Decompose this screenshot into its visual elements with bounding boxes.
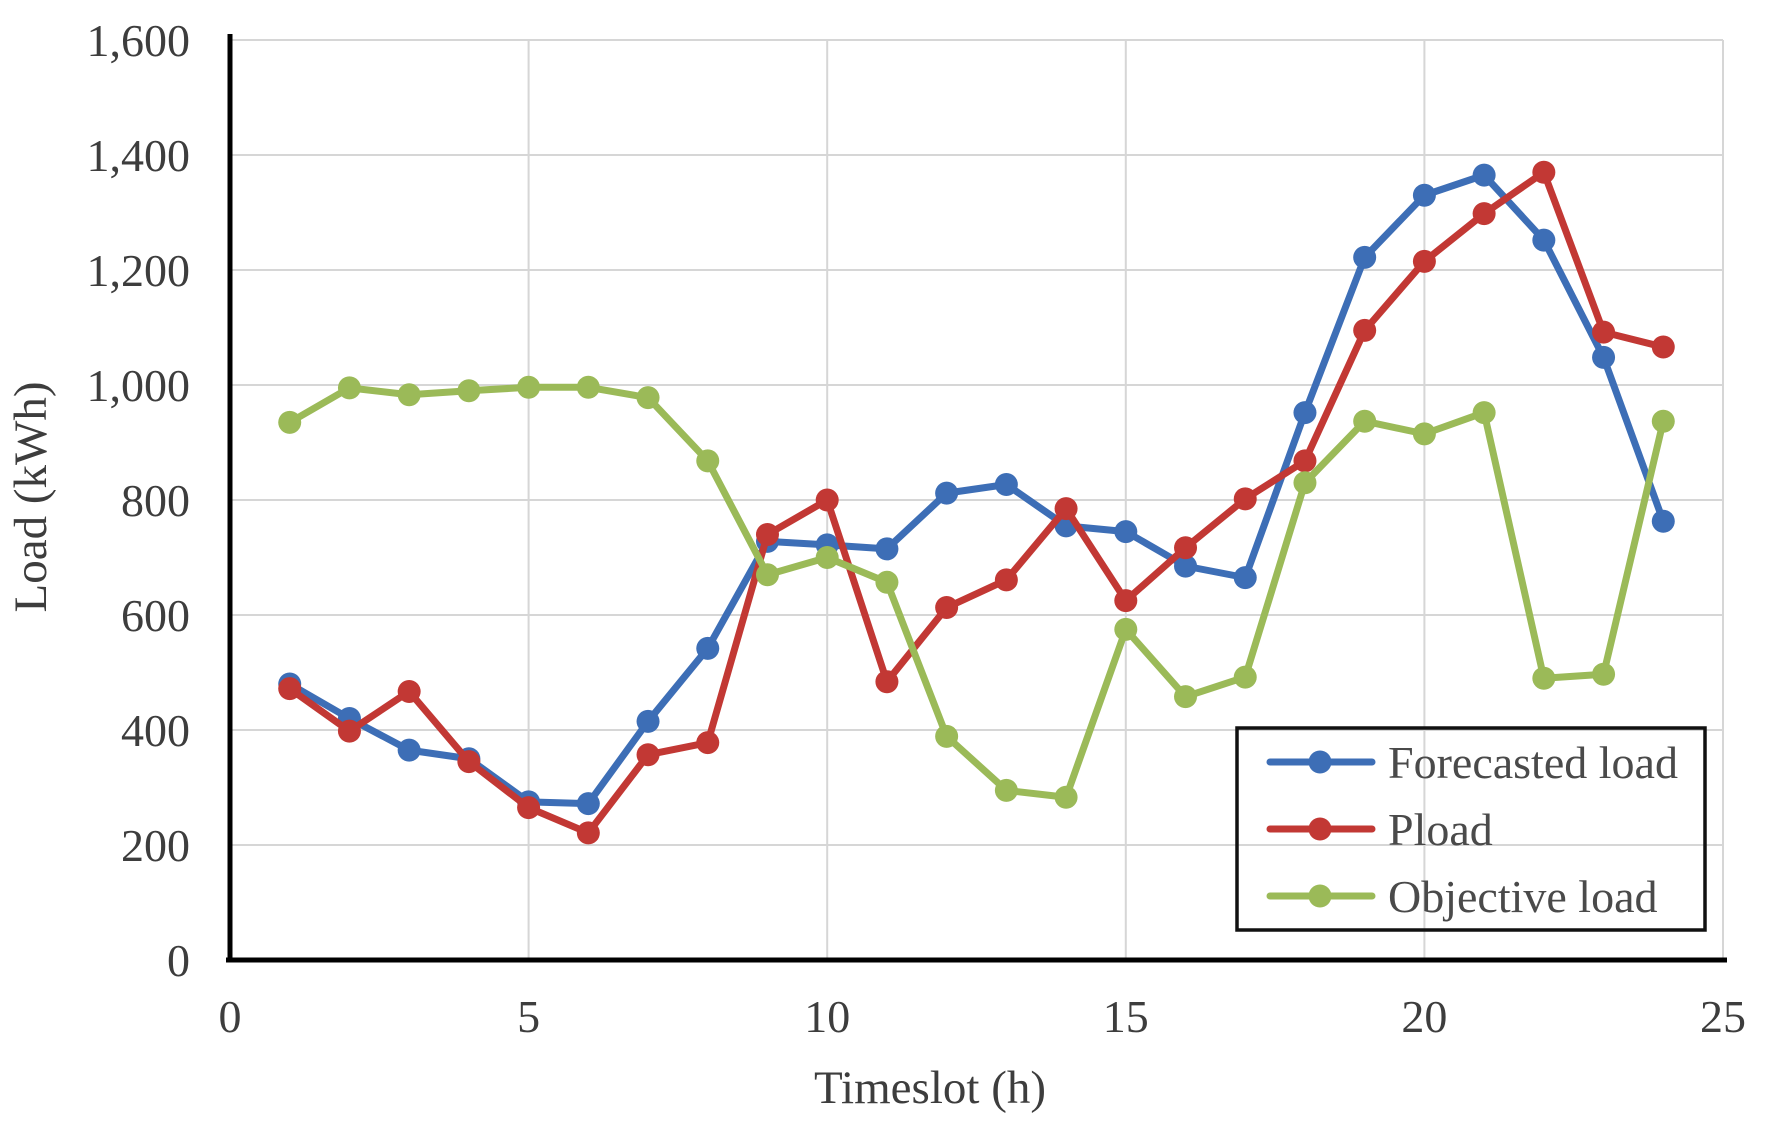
- data-point-pload: [1233, 487, 1257, 511]
- data-point-forecasted-load: [1174, 554, 1198, 578]
- data-point-pload: [1114, 589, 1138, 613]
- data-point-objective-load: [815, 546, 839, 569]
- y-tick-label: 400: [121, 705, 190, 756]
- data-point-objective-load: [1651, 409, 1675, 433]
- data-point-pload: [1412, 249, 1436, 273]
- data-point-forecasted-load: [1472, 163, 1496, 187]
- x-tick-label: 0: [219, 991, 242, 1042]
- data-point-forecasted-load: [875, 537, 899, 561]
- data-series: [278, 160, 1675, 845]
- legend-marker-objective-load: [1308, 884, 1332, 908]
- data-point-pload: [457, 750, 481, 774]
- data-point-pload: [1353, 318, 1377, 342]
- x-tick-label: 10: [804, 991, 850, 1042]
- data-point-objective-load: [875, 570, 899, 594]
- data-point-forecasted-load: [935, 481, 959, 505]
- data-point-pload: [1174, 536, 1198, 560]
- data-point-objective-load: [1293, 471, 1317, 495]
- legend-marker-forecasted-load: [1308, 750, 1332, 774]
- legend: Forecasted load Pload Objective load: [1235, 726, 1707, 932]
- data-point-objective-load: [636, 386, 660, 410]
- data-point-forecasted-load: [696, 636, 720, 660]
- data-point-pload: [337, 719, 361, 743]
- data-point-pload: [755, 523, 779, 546]
- legend-box: [1235, 726, 1707, 932]
- x-tick-labels: 0 5 10 15 20 25: [219, 991, 1747, 1042]
- data-point-pload: [1651, 335, 1675, 359]
- legend-label-forecasted-load: Forecasted load: [1388, 737, 1678, 788]
- data-point-pload: [1054, 497, 1078, 521]
- data-point-forecasted-load: [1233, 566, 1257, 590]
- y-tick-label: 0: [167, 935, 190, 986]
- x-tick-label: 5: [517, 991, 540, 1042]
- x-tick-label: 25: [1700, 991, 1746, 1042]
- data-point-pload: [994, 568, 1018, 592]
- data-point-pload: [935, 596, 959, 620]
- data-point-forecasted-load: [397, 738, 421, 762]
- data-point-forecasted-load: [994, 472, 1018, 496]
- data-point-pload: [278, 677, 302, 701]
- data-point-pload: [397, 679, 421, 703]
- data-point-forecasted-load: [576, 792, 600, 816]
- data-point-objective-load: [1233, 665, 1257, 689]
- legend-label-objective-load: Objective load: [1388, 871, 1658, 922]
- data-point-pload: [636, 743, 660, 767]
- data-point-objective-load: [935, 724, 959, 748]
- data-point-objective-load: [1054, 785, 1078, 809]
- data-point-objective-load: [1174, 685, 1198, 709]
- data-point-objective-load: [576, 375, 600, 399]
- data-point-objective-load: [1472, 401, 1496, 425]
- y-tick-label: 600: [121, 590, 190, 641]
- data-point-pload: [1592, 320, 1616, 344]
- data-point-pload: [1293, 449, 1317, 473]
- data-point-pload: [875, 670, 899, 694]
- data-point-objective-load: [755, 563, 779, 587]
- data-point-objective-load: [1412, 422, 1436, 446]
- y-tick-label: 1,400: [87, 130, 191, 181]
- series-line-pload: [286, 168, 1667, 837]
- data-point-forecasted-load: [636, 709, 660, 733]
- x-tick-label: 15: [1103, 991, 1149, 1042]
- data-point-objective-load: [457, 379, 481, 403]
- y-tick-label: 1,200: [87, 245, 191, 296]
- gridlines: [230, 39, 1724, 960]
- data-point-forecasted-load: [1114, 520, 1138, 544]
- data-point-pload: [1472, 202, 1496, 226]
- data-point-pload: [815, 488, 839, 512]
- data-point-objective-load: [517, 375, 541, 399]
- data-point-objective-load: [1592, 662, 1616, 686]
- data-point-pload: [517, 796, 541, 820]
- legend-marker-pload: [1308, 817, 1332, 841]
- data-point-objective-load: [278, 410, 302, 434]
- data-point-objective-load: [1353, 409, 1377, 433]
- data-point-forecasted-load: [1353, 245, 1377, 269]
- y-axis-title: Load (kWh): [5, 382, 57, 613]
- x-tick-label: 20: [1401, 991, 1447, 1042]
- data-point-objective-load: [994, 778, 1018, 802]
- data-point-forecasted-load: [1532, 228, 1556, 252]
- data-point-objective-load: [337, 376, 361, 400]
- legend-label-pload: Pload: [1388, 804, 1493, 855]
- data-point-objective-load: [696, 449, 720, 473]
- data-point-forecasted-load: [1293, 401, 1317, 425]
- y-tick-label: 1,000: [87, 360, 191, 411]
- y-tick-label: 200: [121, 820, 190, 871]
- data-point-pload: [1532, 160, 1556, 184]
- y-tick-label: 800: [121, 475, 190, 526]
- data-point-forecasted-load: [1651, 509, 1675, 533]
- data-point-objective-load: [397, 383, 421, 407]
- data-point-objective-load: [1532, 666, 1556, 690]
- axes: [226, 34, 1727, 963]
- data-point-forecasted-load: [1412, 183, 1436, 207]
- data-point-objective-load: [1114, 617, 1138, 641]
- data-point-forecasted-load: [1592, 345, 1616, 369]
- x-axis-title: Timeslot (h): [814, 1062, 1046, 1114]
- y-tick-labels: 0 200 400 600 800 1,000 1,200 1,400 1,600: [87, 15, 191, 986]
- y-tick-label: 1,600: [87, 15, 191, 66]
- data-point-pload: [576, 821, 600, 845]
- data-point-pload: [696, 731, 720, 755]
